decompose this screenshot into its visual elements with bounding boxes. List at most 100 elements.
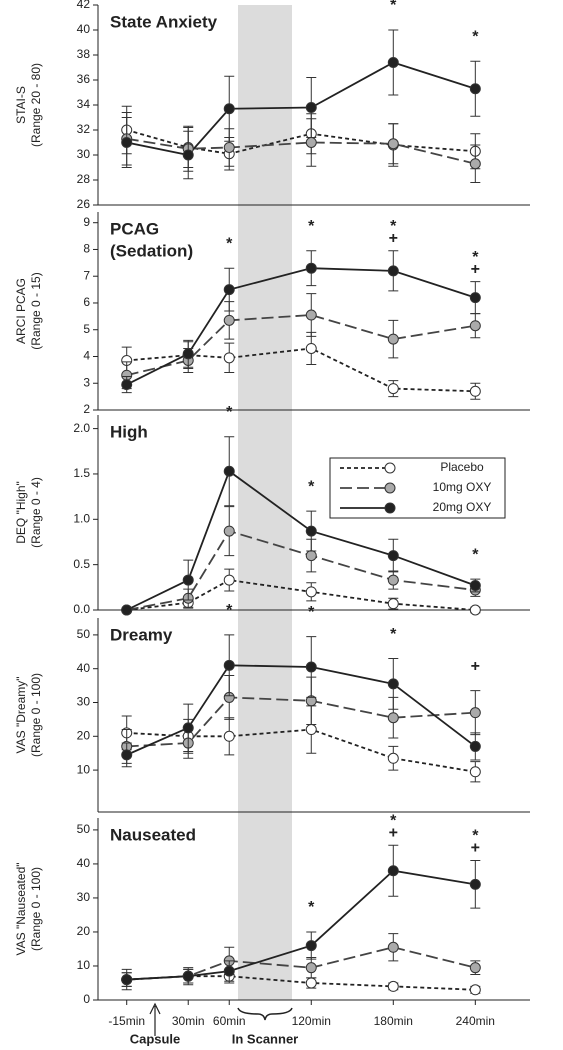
y-axis-label: (Range 0 - 15) — [29, 272, 43, 349]
significance-mark: * — [308, 218, 315, 235]
y-tick-label: 7 — [83, 268, 90, 282]
series-line — [126, 664, 476, 756]
y-tick-label: 40 — [77, 22, 91, 36]
y-tick-label: 26 — [77, 197, 91, 211]
data-point — [305, 940, 317, 952]
significance-mark: * — [390, 812, 397, 829]
x-tick-label: 180min — [374, 1014, 413, 1028]
panel-title: High — [110, 422, 148, 441]
y-axis-label: (Range 20 - 80) — [29, 63, 43, 147]
y-tick-label: 2.0 — [73, 421, 90, 435]
data-point — [223, 465, 235, 477]
series-line — [126, 347, 476, 393]
panel-title: Dreamy — [110, 625, 173, 644]
series-line — [126, 869, 476, 981]
data-point — [469, 580, 481, 592]
significance-mark: * — [472, 828, 479, 845]
significance-mark: * — [472, 249, 479, 266]
y-axis-label: STAI-S — [14, 86, 28, 124]
data-point — [223, 659, 235, 671]
x-tick-label: 120min — [292, 1014, 331, 1028]
data-point — [387, 550, 399, 562]
legend-label: 20mg OXY — [433, 500, 492, 514]
y-axis-label: (Range 0 - 4) — [29, 477, 43, 548]
data-point — [121, 974, 133, 986]
significance-mark: * — [226, 404, 233, 421]
data-point — [305, 102, 317, 113]
data-point — [387, 678, 399, 690]
y-axis-label: DEQ "High" — [14, 481, 28, 544]
data-point — [182, 970, 194, 982]
legend-marker — [384, 482, 396, 494]
series-line — [126, 129, 476, 155]
capsule-arrow — [149, 1002, 161, 1036]
y-tick-label: 20 — [77, 728, 91, 742]
data-point — [305, 309, 317, 321]
series-line — [126, 975, 476, 991]
data-point — [223, 103, 235, 115]
x-tick-label: 60min — [213, 1014, 246, 1028]
data-point — [469, 604, 481, 616]
data-point — [387, 941, 399, 953]
y-tick-label: 10 — [77, 958, 91, 972]
data-point — [469, 158, 481, 170]
significance-mark: * — [472, 546, 479, 563]
series-line — [126, 267, 476, 386]
series-line — [126, 579, 476, 611]
scanner-brace — [237, 1007, 293, 1021]
significance-mark: * — [308, 478, 315, 495]
data-point — [305, 586, 317, 598]
y-tick-label: 2 — [83, 402, 90, 416]
series-line — [126, 728, 476, 773]
data-point — [305, 550, 317, 562]
y-tick-label: 30 — [77, 695, 91, 709]
y-tick-label: 36 — [77, 72, 91, 86]
y-tick-label: 50 — [77, 627, 91, 641]
legend-label: Placebo — [440, 460, 484, 474]
data-point — [469, 385, 481, 397]
data-point — [469, 292, 481, 304]
y-tick-label: 0 — [83, 992, 90, 1006]
data-point — [223, 525, 235, 537]
data-point — [305, 342, 317, 354]
y-tick-label: 4 — [83, 349, 90, 363]
legend-marker — [384, 502, 396, 514]
data-point — [469, 984, 481, 996]
series-line — [126, 696, 476, 748]
data-point — [387, 383, 399, 395]
scanner-shade — [238, 5, 292, 1000]
data-point — [469, 962, 481, 974]
y-tick-label: 42 — [77, 0, 91, 11]
data-point — [387, 865, 399, 877]
panel-title: (Sedation) — [110, 241, 193, 260]
data-point — [387, 752, 399, 764]
significance-mark: + — [389, 824, 398, 841]
series-line — [126, 469, 476, 611]
panel-title: PCAG — [110, 219, 159, 238]
y-tick-label: 38 — [77, 47, 91, 61]
data-point — [469, 83, 481, 95]
data-point — [305, 262, 317, 274]
data-point — [387, 333, 399, 345]
y-tick-label: 5 — [83, 322, 90, 336]
y-tick-label: 30 — [77, 147, 91, 161]
axis-note: In Scanner — [232, 1031, 298, 1046]
data-point — [223, 730, 235, 742]
y-axis-label: (Range 0 - 100) — [29, 867, 43, 951]
data-point — [223, 284, 235, 296]
y-tick-label: 6 — [83, 295, 90, 309]
data-point — [121, 137, 133, 148]
y-tick-label: 3 — [83, 375, 90, 389]
significance-mark: * — [390, 0, 397, 14]
y-tick-label: 20 — [77, 924, 91, 938]
y-axis-label: VAS "Nauseated" — [14, 862, 28, 955]
data-point — [182, 722, 194, 734]
data-point — [387, 598, 399, 610]
panel-title: Nauseated — [110, 825, 196, 844]
y-tick-label: 0.5 — [73, 557, 90, 571]
series-line — [126, 61, 476, 156]
y-tick-label: 8 — [83, 242, 90, 256]
data-point — [305, 525, 317, 537]
y-tick-label: 40 — [77, 661, 91, 675]
